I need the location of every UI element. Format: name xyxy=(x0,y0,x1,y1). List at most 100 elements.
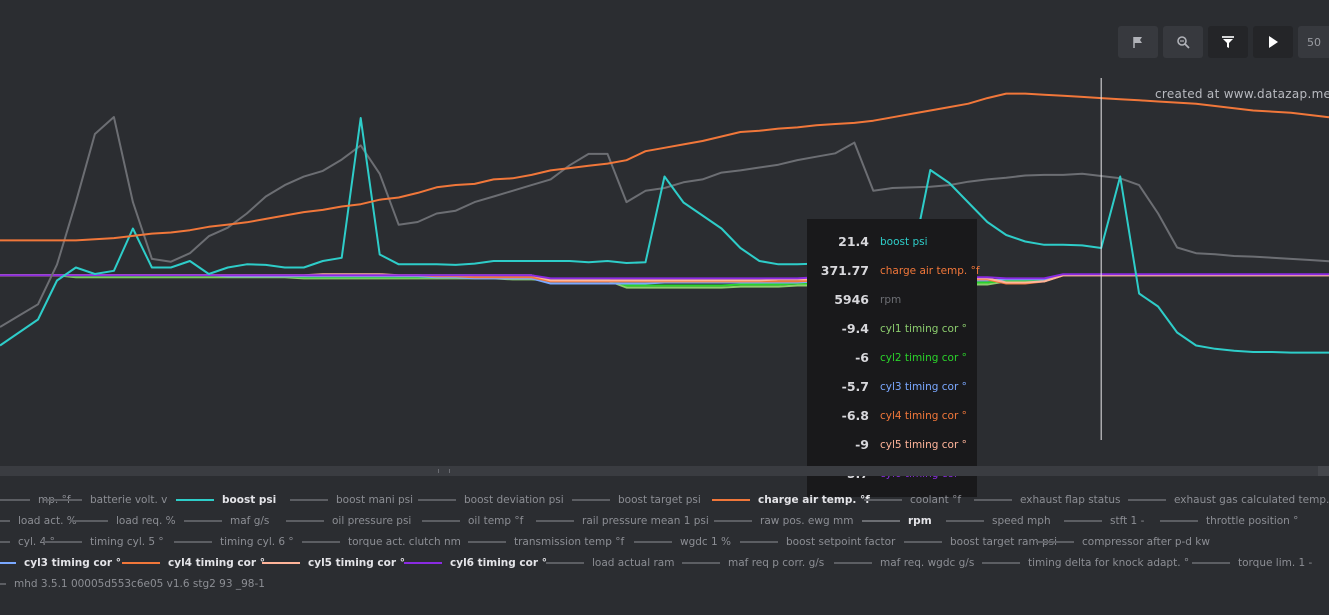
play-button[interactable] xyxy=(1253,26,1293,58)
series-line-cyl6-timing-cor xyxy=(0,273,1329,280)
legend-item[interactable]: maf req. wgdc g/s xyxy=(834,556,974,570)
legend-item[interactable]: boost mani psi xyxy=(290,493,413,507)
legend-swatch xyxy=(262,562,300,564)
legend-item[interactable]: rail pressure mean 1 psi xyxy=(536,514,709,528)
legend-swatch xyxy=(1192,562,1230,564)
log-chart[interactable] xyxy=(0,0,1329,470)
legend-swatch xyxy=(536,520,574,522)
legend-item[interactable]: coolant °f xyxy=(864,493,961,507)
scrollbar-end-handle[interactable] xyxy=(1318,466,1329,476)
legend-swatch xyxy=(546,562,584,564)
legend-item[interactable]: timing cyl. 6 ° xyxy=(174,535,294,549)
legend-item[interactable]: maf g/s xyxy=(184,514,269,528)
legend-swatch xyxy=(682,562,720,564)
legend-label: throttle position ° xyxy=(1206,515,1299,527)
legend-label: cyl5 timing cor ° xyxy=(308,557,405,569)
legend-item[interactable]: boost target psi xyxy=(572,493,701,507)
legend-label: transmission temp °f xyxy=(514,536,625,548)
legend-swatch xyxy=(712,499,750,501)
legend-label: compressor after p-d kw xyxy=(1082,536,1210,548)
legend-item[interactable]: rpm xyxy=(862,514,932,528)
legend-item[interactable]: mhd 3.5.1 00005d553c6e05 v1.6 stg2 93 _9… xyxy=(0,577,265,591)
legend-label: timing cyl. 6 ° xyxy=(220,536,294,548)
legend-item[interactable]: stft 1 - xyxy=(1064,514,1144,528)
tooltip-row: 21.4 boost psi xyxy=(807,233,977,251)
legend-item[interactable]: cyl6 timing cor ° xyxy=(404,556,547,570)
legend-item[interactable]: raw pos. ewg mm xyxy=(714,514,853,528)
legend-item[interactable]: exhaust gas calculated temp. °f xyxy=(1128,493,1329,507)
tooltip-value: 371.77 xyxy=(820,263,869,278)
legend-item[interactable]: batterie volt. v xyxy=(44,493,167,507)
legend-swatch xyxy=(0,541,10,543)
legend-item[interactable]: torque act. clutch nm xyxy=(302,535,461,549)
legend-swatch xyxy=(1128,499,1166,501)
tooltip-row: 371.77 charge air temp. °f xyxy=(807,262,980,280)
legend-item[interactable]: timing cyl. 5 ° xyxy=(44,535,164,549)
zoom-button[interactable] xyxy=(1163,26,1203,58)
legend-label: maf req. wgdc g/s xyxy=(880,557,975,569)
tooltip-value: -6 xyxy=(855,350,869,365)
tooltip-series-name: rpm xyxy=(880,294,902,306)
horizontal-scrollbar[interactable] xyxy=(0,466,1329,476)
tooltip-series-name: cyl1 timing cor ° xyxy=(880,323,967,335)
legend-item[interactable]: cyl. 4 ° xyxy=(0,535,55,549)
scrollbar-grip[interactable] xyxy=(438,469,450,473)
legend-item[interactable]: maf req p corr. g/s xyxy=(682,556,824,570)
legend-item[interactable]: cyl4 timing cor ° xyxy=(122,556,265,570)
legend-item[interactable]: speed mph xyxy=(946,514,1051,528)
tooltip-row: -5.7 cyl3 timing cor ° xyxy=(807,378,977,396)
legend-label: maf req p corr. g/s xyxy=(728,557,825,569)
legend-label: cyl3 timing cor ° xyxy=(24,557,121,569)
legend-label: stft 1 - xyxy=(1110,515,1145,527)
legend-item[interactable]: load actual ram xyxy=(546,556,674,570)
tooltip-row: 5946 rpm xyxy=(807,291,977,309)
legend-label: wgdc 1 % xyxy=(680,536,732,548)
data-tooltip: 21.4 boost psi 371.77 charge air temp. °f 59… xyxy=(807,219,980,497)
tooltip-value: 21.4 xyxy=(838,234,869,249)
legend-swatch xyxy=(834,562,872,564)
legend-label: timing cyl. 5 ° xyxy=(90,536,164,548)
legend-item[interactable]: load req. % xyxy=(70,514,176,528)
legend-label: load actual ram xyxy=(592,557,675,569)
legend-label: boost target ram psi xyxy=(950,536,1058,548)
legend-item[interactable]: torque lim. 1 - xyxy=(1192,556,1312,570)
legend-swatch xyxy=(302,541,340,543)
legend-item[interactable]: timing delta for knock adapt. ° xyxy=(982,556,1189,570)
legend-label: batterie volt. v xyxy=(90,494,168,506)
filter-icon xyxy=(1222,36,1234,48)
legend-item[interactable]: load act. % xyxy=(0,514,77,528)
legend-item[interactable]: oil pressure psi xyxy=(286,514,411,528)
legend-item[interactable]: wgdc 1 % xyxy=(634,535,731,549)
legend-item[interactable]: transmission temp °f xyxy=(468,535,624,549)
legend-item[interactable]: cyl3 timing cor ° xyxy=(0,556,121,570)
legend-label: coolant °f xyxy=(910,494,962,506)
legend-item[interactable]: boost deviation psi xyxy=(418,493,564,507)
legend-swatch xyxy=(974,499,1012,501)
legend-item[interactable]: exhaust flap status xyxy=(974,493,1120,507)
legend-item[interactable]: boost target ram psi xyxy=(904,535,1057,549)
legend-item[interactable]: cyl5 timing cor ° xyxy=(262,556,405,570)
legend-item[interactable]: boost psi xyxy=(176,493,276,507)
playback-speed[interactable]: 50 xyxy=(1298,26,1329,58)
legend-label: torque act. clutch nm xyxy=(348,536,461,548)
tooltip-series-name: charge air temp. °f xyxy=(880,265,980,277)
legend-swatch xyxy=(1036,541,1074,543)
legend-swatch xyxy=(864,499,902,501)
filter-button[interactable] xyxy=(1208,26,1248,58)
legend-item[interactable]: boost setpoint factor xyxy=(740,535,895,549)
legend-label: charge air temp. °f xyxy=(758,494,870,506)
legend-swatch xyxy=(0,499,30,501)
legend-item[interactable]: throttle position ° xyxy=(1160,514,1298,528)
legend-item[interactable]: compressor after p-d kw xyxy=(1036,535,1210,549)
legend-item[interactable]: oil temp °f xyxy=(422,514,523,528)
legend-label: maf g/s xyxy=(230,515,270,527)
legend-swatch xyxy=(404,562,442,564)
legend-swatch xyxy=(904,541,942,543)
legend-item[interactable]: charge air temp. °f xyxy=(712,493,870,507)
legend-label: raw pos. ewg mm xyxy=(760,515,854,527)
flag-button[interactable] xyxy=(1118,26,1158,58)
legend-swatch xyxy=(44,499,82,501)
legend-label: rail pressure mean 1 psi xyxy=(582,515,709,527)
legend-swatch xyxy=(468,541,506,543)
